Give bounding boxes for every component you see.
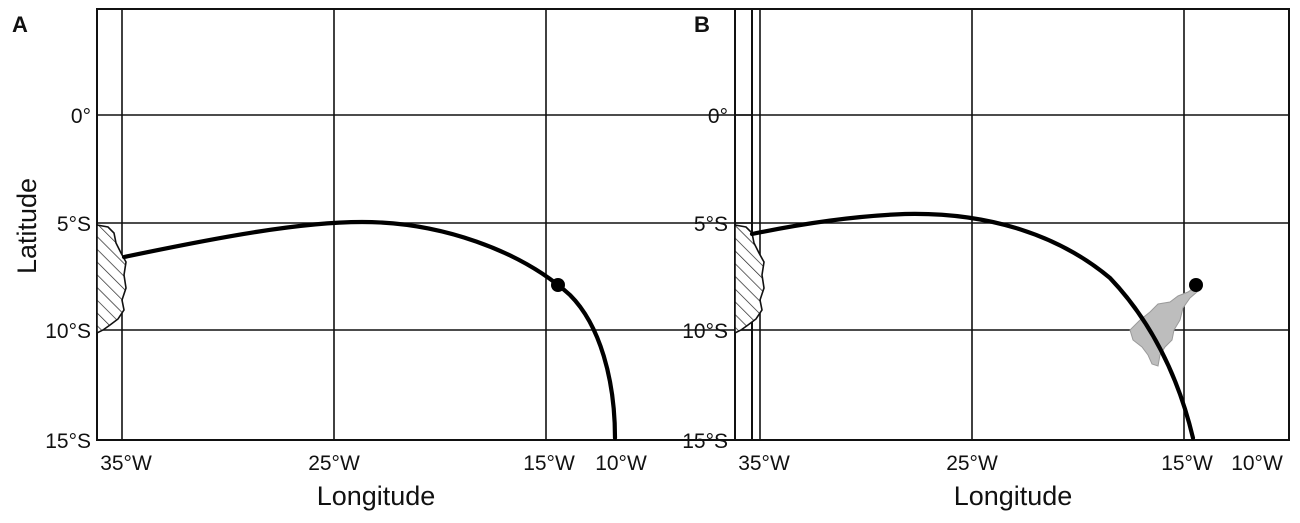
panel-letter-b: B <box>694 12 710 37</box>
lon-tick-a-2: 15°W <box>523 452 575 475</box>
lat-tick-a-2: 10°S <box>45 320 91 343</box>
lat-tick-a-3: 15°S <box>45 430 91 453</box>
lat-tick-b-1: 5°S <box>694 213 728 236</box>
lon-tick-a-1: 25°W <box>308 452 360 475</box>
station-marker-b <box>1189 278 1203 292</box>
panel-b: B 0° 5°S 10°S 15°S 35°W 25°W 15°W 10°W <box>682 8 1290 511</box>
lat-tick-a-0: 0° <box>71 105 91 128</box>
lon-tick-a-3: 10°W <box>595 452 647 475</box>
graticule-b <box>735 9 1289 440</box>
lon-tick-b-2: 15°W <box>1161 452 1213 475</box>
panel-a: A 0° 5°S 10°S 15°S 35°W 25°W 15°W 10°W L… <box>12 8 753 511</box>
lon-tick-b-0: 35°W <box>738 452 790 475</box>
station-marker-a <box>551 278 565 292</box>
gray-region-b <box>1129 286 1198 367</box>
graticule-a <box>97 9 752 440</box>
panel-letter-a: A <box>12 12 28 37</box>
coastline-a <box>96 224 127 335</box>
lat-tick-b-0: 0° <box>708 105 728 128</box>
lon-tick-b-3: 10°W <box>1231 452 1283 475</box>
lon-tick-a-0: 35°W <box>100 452 152 475</box>
y-axis-title-a: Latitude <box>12 178 42 274</box>
map-frame-b <box>734 8 1290 441</box>
lon-tick-b-1: 25°W <box>946 452 998 475</box>
track-line-b <box>749 211 1196 441</box>
x-axis-title-b: Longitude <box>954 481 1073 511</box>
lat-tick-a-1: 5°S <box>57 213 91 236</box>
track-line-a <box>121 219 618 441</box>
lat-tick-b-2: 10°S <box>682 320 728 343</box>
map-frame-a <box>96 8 753 441</box>
lat-tick-b-3: 15°S <box>682 430 728 453</box>
x-axis-title-a: Longitude <box>317 481 436 511</box>
coastline-b <box>734 224 765 335</box>
